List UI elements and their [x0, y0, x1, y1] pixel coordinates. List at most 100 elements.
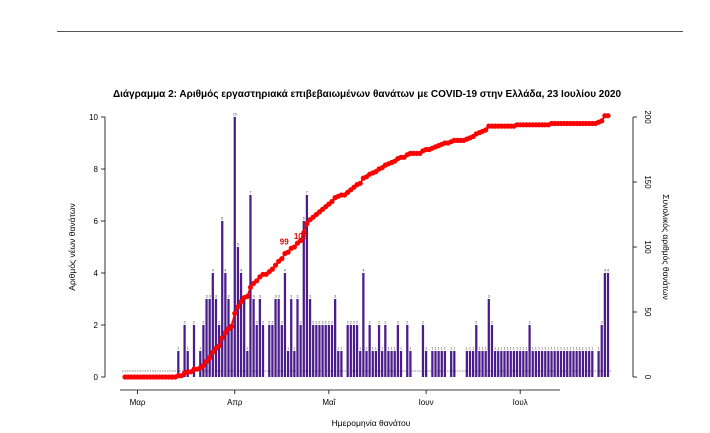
bar-label-141: 1: [566, 347, 568, 351]
bar-117: [490, 325, 494, 377]
bar-label-54: 1: [293, 347, 295, 351]
bar-label-88: 1: [400, 347, 402, 351]
bar-53: [290, 299, 293, 377]
x-tick-label-3: Ιουν: [419, 398, 434, 407]
bar-label-30: 2: [218, 321, 220, 325]
bar-29: [214, 299, 218, 377]
bar-122: [506, 351, 509, 377]
bar-label-79: 1: [372, 347, 374, 351]
bar-label-147: 1: [585, 347, 587, 351]
bar-52: [286, 351, 290, 377]
bar-label-90: 2: [406, 321, 408, 325]
bar-label-98: 1: [431, 347, 433, 351]
bar-label-154: 4: [607, 269, 609, 273]
bar-label-57: 6: [303, 217, 305, 221]
bar-64: [324, 325, 327, 377]
top-rule: [57, 31, 683, 32]
bar-label-153: 4: [604, 269, 606, 273]
bar-47: [271, 325, 274, 377]
bar-136: [550, 351, 553, 377]
bar-112: [475, 325, 478, 377]
cumulative-point-42: [254, 278, 260, 284]
y2-tick-label-50: 50: [643, 308, 652, 317]
bar-119: [497, 351, 500, 377]
bar-label-24: 1: [199, 347, 201, 351]
bar-96: [424, 351, 428, 377]
cumulative-label-1: 102: [294, 232, 308, 241]
cumulative-point-54: [291, 244, 297, 250]
bar-35: [233, 117, 236, 377]
cumulative-point-35: [232, 310, 238, 316]
bar-141: [566, 351, 569, 377]
x-ticks-group: Μαρ Απρ Μαΐ Ιουν Ιουλ: [130, 390, 528, 407]
bar-label-118: 1: [494, 347, 496, 351]
bar-130: [531, 351, 534, 377]
bar-88: [399, 351, 403, 377]
cumulative-point-75: [357, 180, 363, 186]
bar-label-96: 1: [425, 347, 427, 351]
y-ticks-group: 0 2 4 6 8 10: [89, 113, 105, 382]
bar-109: [465, 351, 468, 377]
bar-label-102: 1: [444, 347, 446, 351]
bar-144: [575, 351, 578, 377]
cumulative-point-66: [329, 198, 335, 205]
bar-label-58: 7: [306, 191, 308, 195]
bar-67: [334, 299, 337, 377]
bar-label-86: 1: [394, 347, 396, 351]
bar-30: [217, 325, 221, 377]
cumulative-point-32: [222, 330, 228, 336]
cumulative-point-26: [203, 358, 210, 364]
bar-63: [321, 325, 324, 377]
cumulative-point-31: [219, 335, 225, 341]
bar-label-47: 2: [271, 321, 273, 325]
bar-label-101: 1: [441, 347, 443, 351]
bar-105: [453, 351, 456, 377]
y-tick-label-0: 0: [94, 373, 99, 382]
y2-ticks-group: 0 50 100 150 200: [633, 110, 652, 380]
bars-group: [177, 117, 610, 377]
bar-48: [274, 299, 277, 377]
bar-label-116: 3: [488, 295, 490, 299]
cumulative-point-57: [301, 230, 307, 236]
bar-41: [252, 299, 255, 377]
bar-label-138: 1: [557, 347, 559, 351]
bar-57: [302, 221, 305, 377]
cumulative-point-52: [285, 249, 291, 255]
bar-label-85: 1: [391, 347, 393, 351]
bar-label-134: 1: [544, 347, 546, 351]
bar-label-135: 1: [547, 347, 549, 351]
bar-75: [359, 351, 362, 377]
bar-label-50: 2: [281, 321, 283, 325]
bar-55: [296, 299, 299, 377]
bar-label-84: 1: [387, 347, 389, 351]
bar-131: [534, 351, 537, 377]
bar-label-128: 1: [525, 347, 527, 351]
bar-129: [528, 325, 531, 377]
bar-label-62: 2: [318, 321, 320, 325]
bar-label-46: 2: [268, 321, 270, 325]
bar-label-145: 1: [579, 347, 581, 351]
point-labels-group: 99 102 201: [280, 0, 617, 246]
bar-label-52: 1: [287, 347, 289, 351]
bar-39: [246, 351, 249, 377]
bar-label-87: 2: [397, 321, 399, 325]
bar-73: [352, 325, 356, 377]
bar-label-29: 3: [215, 295, 217, 299]
bar-label-142: 1: [569, 347, 571, 351]
y2-tick-label-150: 150: [643, 175, 652, 189]
bar-62: [318, 325, 321, 377]
bar-134: [544, 351, 547, 377]
bar-label-65: 2: [328, 321, 330, 325]
bar-152: [600, 325, 603, 377]
bar-79: [371, 351, 374, 377]
bar-128: [525, 351, 528, 377]
bar-label-95: 2: [422, 321, 424, 325]
y-tick-label-4: 4: [94, 269, 99, 278]
bar-120: [500, 351, 503, 377]
bar-142: [569, 351, 572, 377]
bar-101: [440, 351, 443, 377]
bar-139: [559, 351, 563, 377]
bar-label-143: 1: [573, 347, 575, 351]
bar-126: [519, 351, 522, 377]
y2-axis-title: Συνολικός αριθμός θανάτων: [661, 194, 671, 300]
